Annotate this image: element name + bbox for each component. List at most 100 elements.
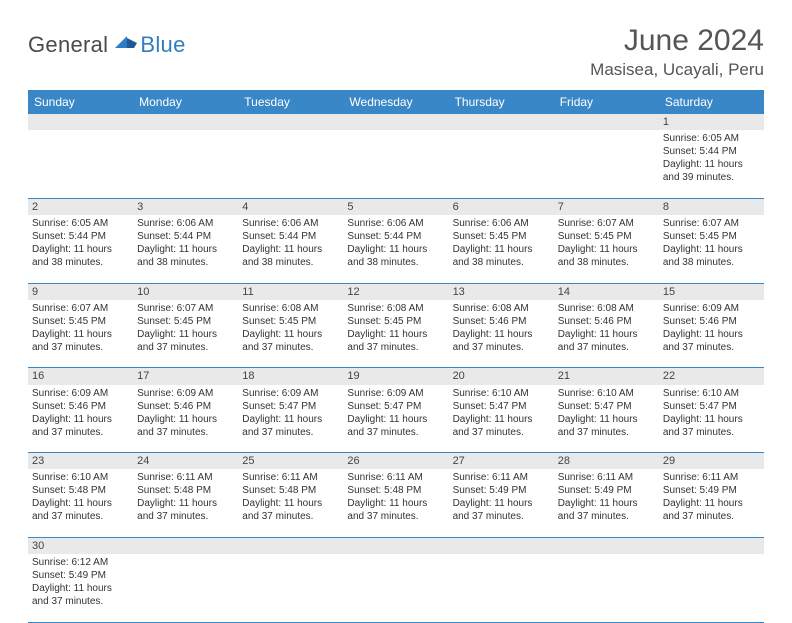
day-cell [238,554,343,622]
day-number-cell: 17 [133,368,238,385]
day-number-cell: 21 [554,368,659,385]
sunset-line: Sunset: 5:47 PM [558,400,655,413]
day-number-cell: 2 [28,198,133,215]
day-cell [343,554,448,622]
sunset-line: Sunset: 5:49 PM [558,484,655,497]
day-cell: Sunrise: 6:07 AMSunset: 5:45 PMDaylight:… [554,215,659,283]
day-number-cell: 14 [554,283,659,300]
day-number-cell [554,114,659,130]
day-cell: Sunrise: 6:06 AMSunset: 5:44 PMDaylight:… [133,215,238,283]
day-number-cell: 28 [554,453,659,470]
day-cell: Sunrise: 6:11 AMSunset: 5:48 PMDaylight:… [238,469,343,537]
day-number-cell: 15 [659,283,764,300]
day-number-cell: 9 [28,283,133,300]
sunrise-line: Sunrise: 6:11 AM [137,471,234,484]
daylight-line: Daylight: 11 hours and 37 minutes. [453,328,550,354]
daylight-line: Daylight: 11 hours and 38 minutes. [453,243,550,269]
day-number-cell: 11 [238,283,343,300]
day-cell: Sunrise: 6:10 AMSunset: 5:47 PMDaylight:… [554,385,659,453]
day-cell: Sunrise: 6:05 AMSunset: 5:44 PMDaylight:… [28,215,133,283]
day-cell: Sunrise: 6:07 AMSunset: 5:45 PMDaylight:… [659,215,764,283]
day-number-cell: 27 [449,453,554,470]
day-number-cell [343,114,448,130]
daylight-line: Daylight: 11 hours and 38 minutes. [663,243,760,269]
sunrise-line: Sunrise: 6:11 AM [663,471,760,484]
day-cell [449,554,554,622]
sunset-line: Sunset: 5:47 PM [242,400,339,413]
day-cell: Sunrise: 6:11 AMSunset: 5:49 PMDaylight:… [449,469,554,537]
week-row: Sunrise: 6:05 AMSunset: 5:44 PMDaylight:… [28,130,764,198]
day-number-cell [659,537,764,554]
day-cell: Sunrise: 6:09 AMSunset: 5:46 PMDaylight:… [28,385,133,453]
day-cell: Sunrise: 6:08 AMSunset: 5:46 PMDaylight:… [449,300,554,368]
day-number-cell [449,537,554,554]
day-cell: Sunrise: 6:10 AMSunset: 5:47 PMDaylight:… [449,385,554,453]
day-number-cell: 8 [659,198,764,215]
day-cell: Sunrise: 6:10 AMSunset: 5:47 PMDaylight:… [659,385,764,453]
sunrise-line: Sunrise: 6:09 AM [137,387,234,400]
day-number-cell: 29 [659,453,764,470]
day-cell: Sunrise: 6:07 AMSunset: 5:45 PMDaylight:… [28,300,133,368]
day-number-cell: 5 [343,198,448,215]
day-header: Friday [554,90,659,114]
day-number-cell: 30 [28,537,133,554]
day-cell: Sunrise: 6:09 AMSunset: 5:47 PMDaylight:… [238,385,343,453]
sunset-line: Sunset: 5:47 PM [663,400,760,413]
daylight-line: Daylight: 11 hours and 37 minutes. [242,497,339,523]
sunrise-line: Sunrise: 6:11 AM [347,471,444,484]
day-cell: Sunrise: 6:08 AMSunset: 5:45 PMDaylight:… [343,300,448,368]
sunset-line: Sunset: 5:45 PM [32,315,129,328]
sunset-line: Sunset: 5:44 PM [663,145,760,158]
sunrise-line: Sunrise: 6:08 AM [347,302,444,315]
sunrise-line: Sunrise: 6:07 AM [663,217,760,230]
daylight-line: Daylight: 11 hours and 37 minutes. [32,328,129,354]
day-number-cell: 24 [133,453,238,470]
day-number-cell [238,114,343,130]
day-cell [133,130,238,198]
sunset-line: Sunset: 5:46 PM [32,400,129,413]
day-cell: Sunrise: 6:09 AMSunset: 5:46 PMDaylight:… [133,385,238,453]
location: Masisea, Ucayali, Peru [590,60,764,80]
day-header: Monday [133,90,238,114]
day-header: Sunday [28,90,133,114]
day-number-cell: 4 [238,198,343,215]
day-header: Tuesday [238,90,343,114]
sunrise-line: Sunrise: 6:09 AM [32,387,129,400]
week-row: Sunrise: 6:05 AMSunset: 5:44 PMDaylight:… [28,215,764,283]
sunrise-line: Sunrise: 6:11 AM [558,471,655,484]
daylight-line: Daylight: 11 hours and 38 minutes. [242,243,339,269]
sunset-line: Sunset: 5:49 PM [453,484,550,497]
sunset-line: Sunset: 5:48 PM [137,484,234,497]
daylight-line: Daylight: 11 hours and 37 minutes. [453,497,550,523]
sunrise-line: Sunrise: 6:06 AM [137,217,234,230]
day-number-cell: 22 [659,368,764,385]
sunset-line: Sunset: 5:46 PM [558,315,655,328]
day-number-cell [343,537,448,554]
sunrise-line: Sunrise: 6:10 AM [558,387,655,400]
daylight-line: Daylight: 11 hours and 37 minutes. [347,413,444,439]
daylight-line: Daylight: 11 hours and 38 minutes. [137,243,234,269]
day-cell [133,554,238,622]
day-number-cell [449,114,554,130]
day-number-row: 9101112131415 [28,283,764,300]
day-header: Thursday [449,90,554,114]
week-row: Sunrise: 6:10 AMSunset: 5:48 PMDaylight:… [28,469,764,537]
day-number-cell: 18 [238,368,343,385]
sunset-line: Sunset: 5:45 PM [137,315,234,328]
day-number-cell [133,114,238,130]
day-cell: Sunrise: 6:09 AMSunset: 5:46 PMDaylight:… [659,300,764,368]
sunrise-line: Sunrise: 6:07 AM [558,217,655,230]
daylight-line: Daylight: 11 hours and 37 minutes. [663,328,760,354]
logo: General Blue [28,32,186,58]
daylight-line: Daylight: 11 hours and 37 minutes. [137,328,234,354]
day-number-row: 2345678 [28,198,764,215]
day-cell: Sunrise: 6:11 AMSunset: 5:49 PMDaylight:… [554,469,659,537]
daylight-line: Daylight: 11 hours and 37 minutes. [347,497,444,523]
daylight-line: Daylight: 11 hours and 37 minutes. [558,413,655,439]
sunrise-line: Sunrise: 6:08 AM [242,302,339,315]
daylight-line: Daylight: 11 hours and 37 minutes. [558,497,655,523]
sunset-line: Sunset: 5:47 PM [347,400,444,413]
logo-text-blue: Blue [140,32,185,58]
day-cell: Sunrise: 6:05 AMSunset: 5:44 PMDaylight:… [659,130,764,198]
calendar-table: SundayMondayTuesdayWednesdayThursdayFrid… [28,90,764,623]
